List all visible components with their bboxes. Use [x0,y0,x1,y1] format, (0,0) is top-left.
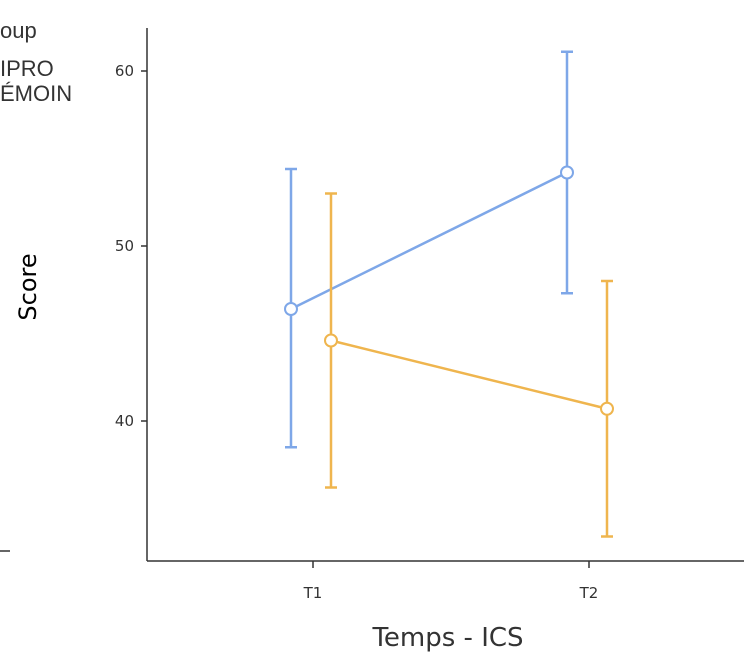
legend-entry-ipro: IPRO [0,56,54,81]
legend-title: oup [0,18,37,43]
series-line [330,339,608,410]
data-point [324,333,338,348]
legend-entry-emoin: ÉMOIN [0,81,72,106]
series-line [290,171,568,311]
data-point [284,302,298,316]
y-tick-label: 40 [115,412,134,430]
legend: oup IPRO ÉMOIN [0,18,72,106]
series-2 [324,192,614,538]
x-ticks: T1 T2 [303,561,599,602]
y-axis-title: Score [14,253,42,320]
axes [146,28,744,562]
x-tick-label: T1 [303,584,323,602]
series-1 [284,50,574,449]
x-axis-title: Temps - ICS [371,623,523,653]
y-tick-label: 60 [115,62,134,80]
plot-series [284,50,614,538]
x-tick-label: T2 [579,584,599,602]
data-point [600,401,614,416]
data-point [560,165,574,180]
y-ticks: 40 50 60 [115,62,147,430]
y-tick-label: 50 [115,237,134,255]
